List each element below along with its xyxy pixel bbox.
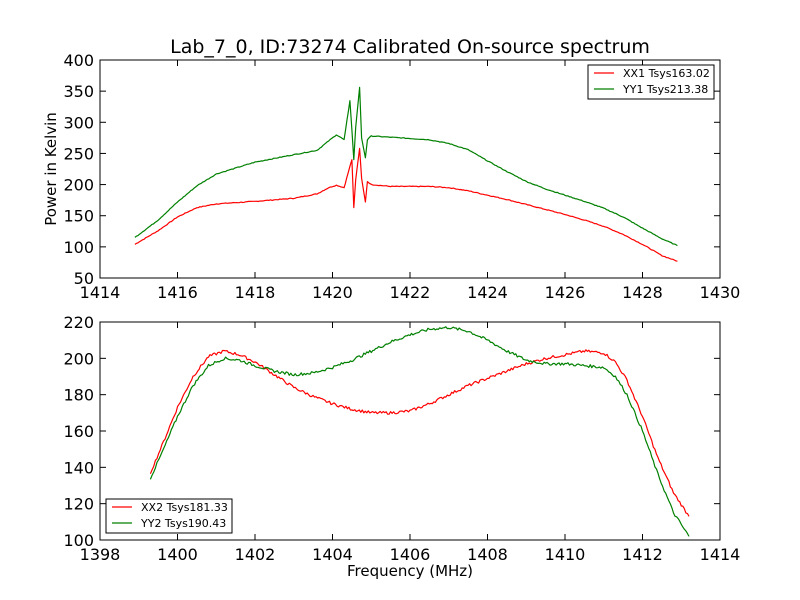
top-x-tick-label: 1422: [390, 283, 431, 302]
figure-title: Lab_7_0, ID:73274 Calibrated On-source s…: [170, 36, 650, 58]
top-legend-label-yy1: YY1 Tsys213.38: [622, 83, 708, 96]
top-x-tick-label: 1426: [545, 283, 586, 302]
top-y-tick-label: 250: [63, 144, 94, 163]
top-y-tick-label: 350: [63, 82, 94, 101]
bottom-x-tick-label: 1410: [545, 545, 586, 564]
top-plot-ticks: 1414 1416 1418 1420 1422 1424 1426 1428 1430 50 10…: [63, 51, 740, 302]
bottom-legend: XX2 Tsys181.33 YY2 Tsys190.43: [105, 498, 233, 534]
bottom-legend-box: [105, 498, 233, 534]
top-y-tick-label: 300: [63, 113, 94, 132]
bottom-y-tick-label: 100: [63, 531, 94, 550]
bottom-y-tick-label: 120: [63, 495, 94, 514]
bottom-plot-panel: 1398 1400 1402 1404 1406 1408 1410 1412 1414 100 1…: [63, 313, 740, 564]
bottom-x-tick-label: 1408: [467, 545, 508, 564]
top-x-tick-label: 1424: [467, 283, 508, 302]
top-x-tick-label: 1418: [235, 283, 276, 302]
bottom-x-tick-label: 1400: [157, 545, 198, 564]
top-x-tick-label: 1414: [80, 283, 121, 302]
bottom-x-tick-label: 1414: [700, 545, 741, 564]
top-y-tick-label: 400: [63, 51, 94, 70]
top-legend-label-xx1: XX1 Tsys163.02: [623, 67, 710, 80]
top-plot-lines: [134, 86, 678, 262]
bottom-x-tick-label: 1412: [622, 545, 663, 564]
bottom-legend-label-xx2: XX2 Tsys181.33: [141, 501, 228, 514]
bottom-y-tick-label: 140: [63, 458, 94, 477]
bottom-x-tick-label: 1404: [312, 545, 353, 564]
bottom-x-tick-label: 1402: [235, 545, 276, 564]
top-x-tick-label: 1430: [700, 283, 741, 302]
bottom-plot-ticks: 1398 1400 1402 1404 1406 1408 1410 1412 1414 100 1…: [63, 313, 740, 564]
top-x-tick-label: 1428: [622, 283, 663, 302]
y-axis-label: Power in Kelvin: [42, 112, 60, 226]
top-legend-box: [587, 64, 715, 100]
top-y-tick-label: 100: [63, 238, 94, 257]
bottom-x-tick-label: 1406: [390, 545, 431, 564]
bottom-series-line-1: [149, 349, 690, 517]
top-plot-panel: 1414 1416 1418 1420 1422 1424 1426 1428 1430 50 10…: [63, 51, 740, 302]
top-y-tick-label: 200: [63, 176, 94, 195]
top-y-tick-label: 150: [63, 207, 94, 226]
x-axis-label: Frequency (MHz): [347, 562, 473, 580]
bottom-y-tick-label: 180: [63, 386, 94, 405]
bottom-y-tick-label: 200: [63, 349, 94, 368]
top-legend: XX1 Tsys163.02 YY1 Tsys213.38: [587, 64, 715, 100]
bottom-x-tick-label: 1398: [80, 545, 121, 564]
bottom-y-tick-label: 220: [63, 313, 94, 332]
top-x-tick-label: 1420: [312, 283, 353, 302]
bottom-series-line-2: [149, 326, 690, 537]
bottom-plot-lines: [149, 326, 690, 537]
top-series-line-2: [134, 86, 678, 247]
bottom-legend-label-yy2: YY2 Tsys190.43: [140, 517, 226, 530]
top-series-line-1: [134, 147, 678, 262]
top-x-tick-label: 1416: [157, 283, 198, 302]
bottom-y-tick-label: 160: [63, 422, 94, 441]
top-y-tick-label: 50: [74, 269, 94, 288]
